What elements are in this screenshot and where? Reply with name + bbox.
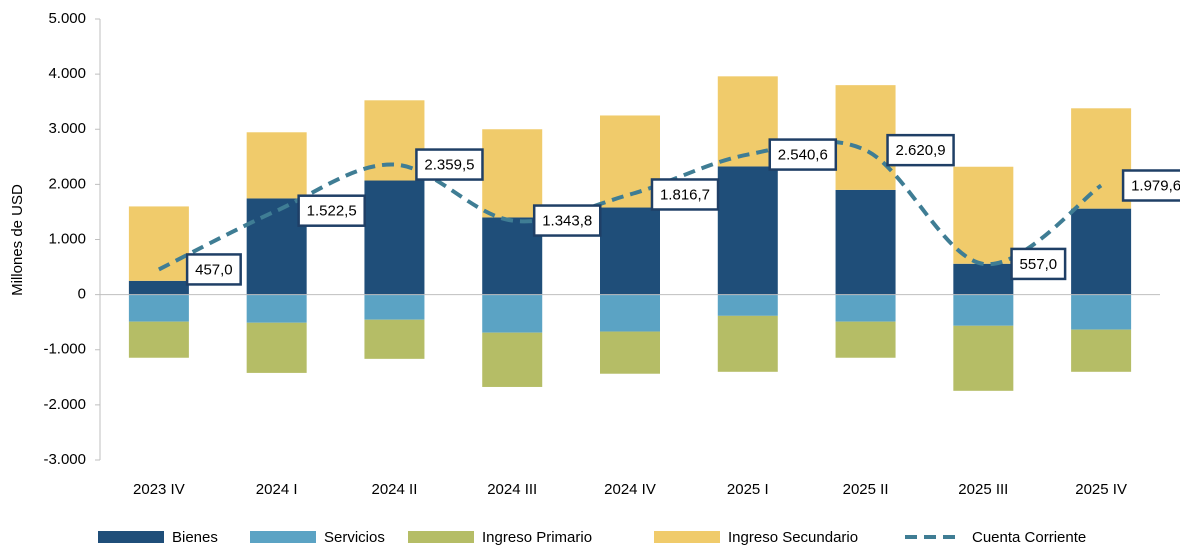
- bar: [1071, 208, 1132, 295]
- y-tick-label: 4.000: [48, 65, 86, 82]
- bar: [600, 115, 660, 208]
- bar: [600, 207, 660, 295]
- bar: [128, 206, 189, 281]
- bar: [835, 189, 896, 295]
- y-tick-label: 1.000: [48, 230, 86, 247]
- legend-label: Cuenta Corriente: [972, 529, 1086, 546]
- data-label-box: [768, 138, 838, 171]
- bar: [835, 85, 896, 190]
- data-label-box: [886, 133, 955, 167]
- data-label-box: [1121, 169, 1180, 202]
- bar: [600, 331, 660, 374]
- data-label-box: [415, 148, 484, 181]
- legend-label: Servicios: [324, 529, 385, 546]
- x-tick-label: 2023 IV: [133, 481, 185, 498]
- bar: [482, 217, 543, 295]
- y-tick-label: 0: [78, 286, 86, 303]
- legend-swatch: [250, 531, 316, 543]
- bar: [1071, 108, 1132, 209]
- legend-swatch: [408, 531, 474, 543]
- bar: [246, 322, 307, 373]
- data-label-box: [185, 253, 242, 286]
- bar: [128, 294, 189, 322]
- bar: [364, 180, 425, 295]
- y-tick-label: -2.000: [43, 396, 86, 413]
- data-label-box: [650, 178, 720, 211]
- y-tick-label: 3.000: [48, 120, 86, 137]
- data-label: 457,0: [195, 261, 233, 278]
- bar: [246, 198, 307, 295]
- y-tick-label: 5.000: [48, 10, 86, 27]
- legend-label: Ingreso Primario: [482, 529, 592, 546]
- y-tick-label: -3.000: [43, 451, 86, 468]
- bar: [482, 129, 543, 218]
- bar: [128, 280, 189, 295]
- data-label-box: [297, 194, 366, 227]
- data-label: 1.522,5: [307, 203, 357, 220]
- legend-label: Ingreso Secundario: [728, 529, 858, 546]
- bar: [364, 319, 425, 359]
- bar: [953, 294, 1014, 326]
- x-tick-label: 2025 II: [843, 481, 889, 498]
- legend-swatch: [98, 531, 164, 543]
- bar: [246, 294, 307, 323]
- bar: [835, 294, 896, 322]
- legend-label: Bienes: [172, 529, 218, 546]
- y-tick-label: 2.000: [48, 175, 86, 192]
- bar: [1071, 294, 1132, 330]
- bar: [246, 132, 307, 199]
- x-tick-label: 2025 IV: [1075, 481, 1127, 498]
- bar: [717, 166, 778, 295]
- x-tick-label: 2024 IV: [604, 481, 656, 498]
- y-tick-label: -1.000: [43, 341, 86, 358]
- x-tick-label: 2025 I: [727, 481, 769, 498]
- bar: [835, 321, 896, 358]
- bar: [953, 263, 1014, 295]
- data-label-box: [1010, 247, 1067, 281]
- data-label: 1.343,8: [542, 213, 592, 230]
- bar: [364, 294, 425, 320]
- bar: [482, 294, 543, 333]
- line: [157, 139, 1103, 272]
- data-label: 1.979,6: [1131, 177, 1180, 194]
- bar: [128, 321, 189, 358]
- data-label: 2.620,9: [896, 142, 946, 159]
- y-axis-title: Millones de USD: [9, 184, 26, 296]
- bar: [717, 294, 778, 316]
- bar: [1071, 329, 1132, 372]
- data-label: 1.816,7: [660, 186, 710, 203]
- x-tick-label: 2025 III: [958, 481, 1008, 498]
- legend-swatch: [654, 531, 720, 543]
- data-label: 2.359,5: [424, 157, 474, 174]
- data-label: 2.540,6: [778, 147, 828, 164]
- bar: [600, 294, 660, 332]
- data-label: 557,0: [1020, 256, 1058, 273]
- x-tick-label: 2024 I: [256, 481, 298, 498]
- x-tick-label: 2024 III: [487, 481, 537, 498]
- bar: [482, 332, 543, 387]
- bar: [953, 325, 1014, 391]
- x-tick-label: 2024 II: [372, 481, 418, 498]
- bar: [953, 166, 1014, 264]
- bar: [717, 315, 778, 372]
- data-label-box: [532, 204, 602, 237]
